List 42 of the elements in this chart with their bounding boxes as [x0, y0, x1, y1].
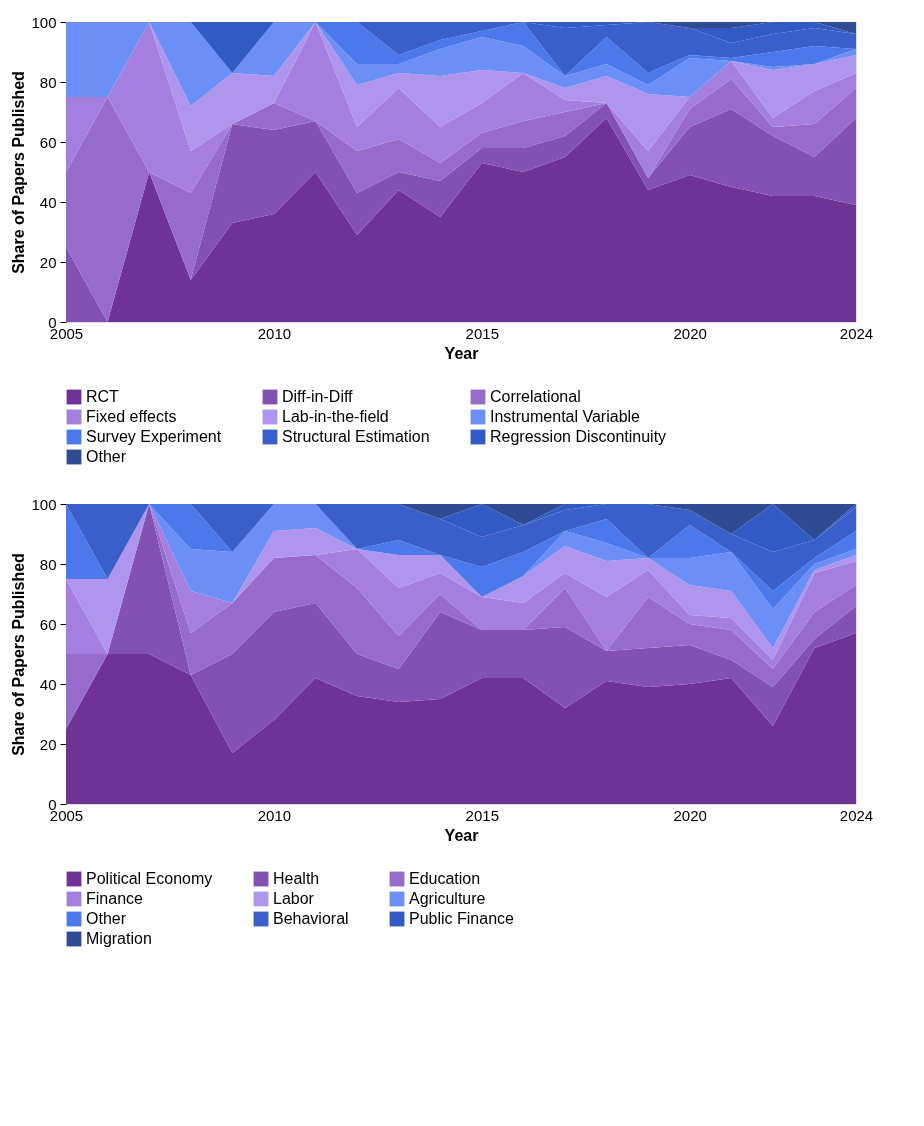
- legend-label: RCT: [86, 388, 120, 405]
- legend-label: Other: [86, 910, 127, 927]
- y-tick-label: 100: [31, 13, 57, 31]
- x-tick-label: 2024: [839, 324, 874, 342]
- x-tick-label: 2020: [673, 324, 707, 342]
- legend-label: Political Economy: [86, 870, 213, 887]
- legend-label: Agriculture: [409, 890, 486, 907]
- legend-label: Labor: [273, 890, 315, 907]
- x-tick-label: 2024: [839, 806, 874, 824]
- legend-label: Instrumental Variable: [490, 408, 641, 425]
- legend-label: Health: [273, 870, 320, 887]
- legend-label: Correlational: [490, 388, 581, 405]
- y-tick-label: 40: [39, 675, 57, 693]
- y-tick-label: 80: [39, 555, 57, 573]
- y-axis-title: Share of Papers Published: [10, 71, 28, 274]
- legend-label: Regression Discontinuity: [490, 428, 667, 445]
- legend-label: Migration: [86, 930, 152, 947]
- legend-label: Fixed effects: [86, 408, 177, 425]
- legend-label: Other: [86, 448, 127, 465]
- legend-label: Survey Experiment: [86, 428, 222, 445]
- y-tick-label: 60: [39, 615, 57, 633]
- x-tick-label: 2015: [465, 806, 499, 824]
- legend-label: Behavioral: [273, 910, 349, 927]
- y-tick-label: 20: [39, 253, 57, 271]
- legend-label: Finance: [86, 890, 144, 907]
- x-tick-label: 2010: [257, 324, 292, 342]
- y-tick-label: 80: [39, 73, 57, 91]
- x-tick-label: 2015: [465, 324, 499, 342]
- y-tick-label: 20: [39, 735, 57, 753]
- y-tick-label: 100: [31, 495, 57, 513]
- x-axis-title: Year: [444, 826, 479, 844]
- legend-label: Public Finance: [409, 910, 515, 927]
- legend-label: Education: [409, 870, 481, 887]
- y-tick-label: 60: [39, 133, 57, 151]
- legend-label: Diff-in-Diff: [282, 388, 354, 405]
- x-tick-label: 2020: [673, 806, 707, 824]
- y-axis-title: Share of Papers Published: [10, 553, 28, 756]
- x-axis-title: Year: [444, 344, 479, 362]
- x-tick-label: 2010: [257, 806, 292, 824]
- legend-label: Lab-in-the-field: [282, 408, 389, 425]
- legend-label: Structural Estimation: [282, 428, 430, 445]
- y-tick-label: 40: [39, 193, 57, 211]
